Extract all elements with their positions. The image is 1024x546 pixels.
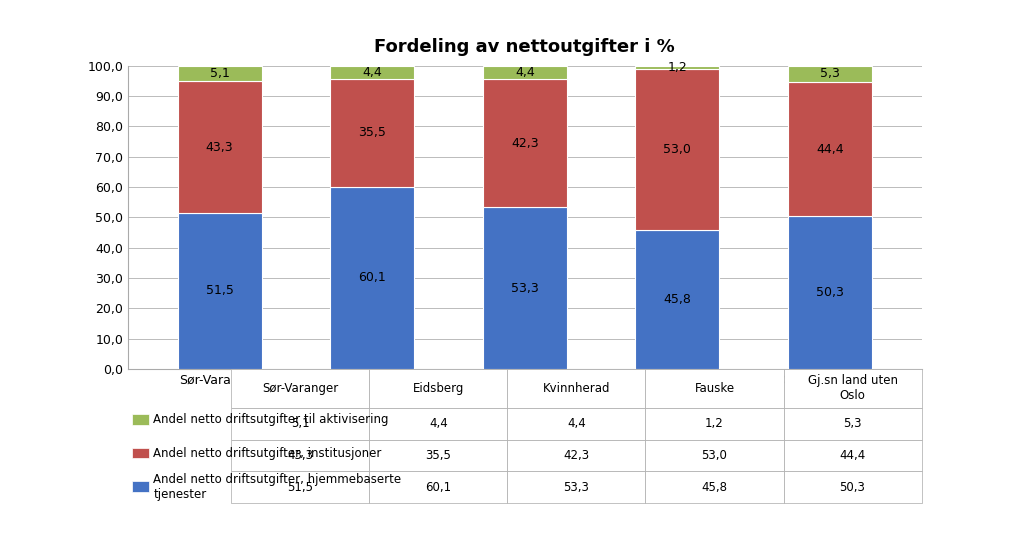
Text: Andel netto driftsutgifter til aktivisering: Andel netto driftsutgifter til aktiviser… [154, 413, 389, 426]
Bar [132, 448, 150, 458]
Text: 4,4: 4,4 [362, 66, 382, 79]
Bar [132, 482, 150, 492]
Title: Fordeling av nettoutgifter i %: Fordeling av nettoutgifter i % [375, 38, 675, 56]
Text: Andel netto driftsutgifter, hjemmebaserte
tjenester: Andel netto driftsutgifter, hjemmebasert… [154, 473, 401, 501]
Text: 44,4: 44,4 [816, 143, 844, 156]
Text: 4,4: 4,4 [515, 66, 535, 79]
Text: 5,3: 5,3 [820, 67, 840, 80]
Text: 53,3: 53,3 [511, 282, 539, 295]
Bar [636, 66, 720, 69]
Bar [177, 66, 261, 81]
Bar [483, 66, 566, 79]
Text: 1,2: 1,2 [668, 61, 687, 74]
Bar [788, 216, 872, 369]
Text: 51,5: 51,5 [206, 284, 233, 298]
Bar [636, 69, 720, 230]
Text: 43,3: 43,3 [206, 140, 233, 153]
Text: 35,5: 35,5 [358, 126, 386, 139]
Text: 50,3: 50,3 [816, 286, 844, 299]
Text: 53,0: 53,0 [664, 143, 691, 156]
Bar [132, 414, 150, 425]
Bar [330, 79, 414, 187]
Bar [788, 66, 872, 81]
Bar [483, 207, 566, 369]
Bar [636, 230, 720, 369]
Text: 5,1: 5,1 [210, 67, 229, 80]
Text: 45,8: 45,8 [664, 293, 691, 306]
Bar [330, 187, 414, 369]
Bar [177, 213, 261, 369]
Text: 60,1: 60,1 [358, 271, 386, 284]
Bar [788, 81, 872, 216]
Bar [483, 79, 566, 207]
Bar [177, 81, 261, 213]
Text: 42,3: 42,3 [511, 136, 539, 150]
Bar [330, 66, 414, 79]
Text: Andel netto driftsutgifter, institusjoner: Andel netto driftsutgifter, institusjone… [154, 447, 382, 460]
